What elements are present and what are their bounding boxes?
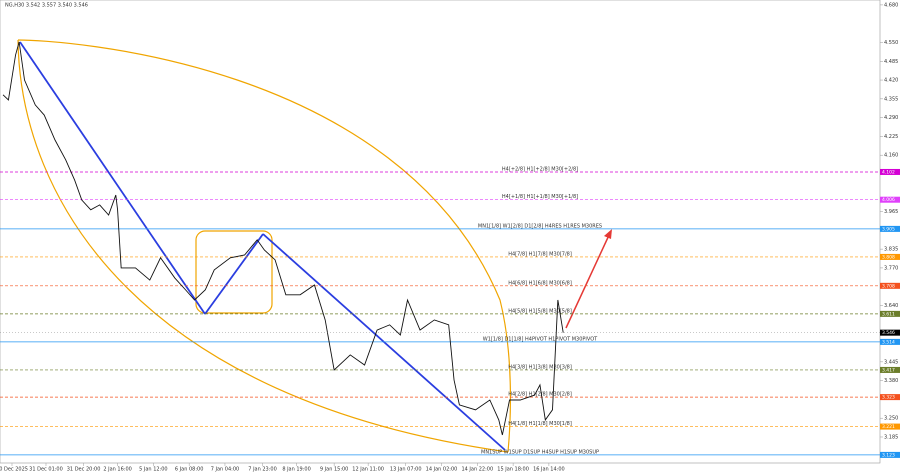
y-tick-label: 4.160 [884, 153, 898, 159]
arc [17, 39, 509, 453]
arrow-head [604, 229, 612, 239]
y-tick-label: 4.420 [884, 78, 898, 84]
level-badge [880, 423, 900, 430]
level-label: W1[1/8] D1[1/8] H4PIVOT H1PIVOT M30PIVOT [483, 336, 598, 342]
level-badge [880, 225, 900, 232]
level-value: 3.514 [882, 339, 895, 345]
level-label: H4[3/8] H1[3/8] M30[3/8] [508, 364, 572, 370]
level-label: MN1[1/8] W1[2/8] D1[2/8] H4RES H1RES M30… [478, 223, 602, 229]
plot-frame [0, 0, 881, 464]
level-badge [880, 451, 900, 458]
level-badge [880, 196, 900, 203]
chart-title: NG,H30 3.542 3.557 3.540 3.546 [5, 3, 88, 9]
box [195, 230, 273, 314]
level-value: 3.611 [882, 311, 895, 317]
y-tick-label: 4.225 [884, 134, 898, 140]
level-label: H4[5/8] H1[5/8] M30[5/8] [508, 308, 572, 314]
level-badge [880, 366, 900, 373]
level-value: 3.323 [882, 395, 895, 401]
x-tick-label: 7 Jan 23:00 [248, 467, 276, 473]
level-label: H4[6/8] H1[6/8] M30[6/8] [508, 280, 572, 286]
x-tick-label: 13 Jan 07:00 [390, 467, 422, 473]
trendline [19, 41, 206, 315]
x-tick-label: 31 Dec 20:00 [67, 467, 101, 473]
x-tick-label: 16 Jan 14:00 [533, 467, 565, 473]
y-tick-label: 3.380 [884, 378, 898, 384]
y-tick-label: 3.640 [884, 303, 898, 309]
level-value: 3.808 [882, 254, 895, 260]
level-label: H4[+1/8] H1[+1/8] M30[+1/8] [502, 194, 578, 200]
y-tick-label: 4.355 [884, 96, 898, 102]
level-badge [880, 310, 900, 317]
level-label: H4[+2/8] H1[+2/8] M30[+2/8] [502, 166, 578, 172]
current-price-value: 3.546 [882, 330, 895, 336]
x-tick-label: 8 Jan 19:00 [282, 467, 310, 473]
level-value: 3.417 [882, 367, 895, 373]
arc [17, 39, 512, 453]
level-value: 3.123 [882, 452, 895, 458]
x-tick-label: 31 Dec 01:00 [29, 467, 63, 473]
level-label: H4[2/8] H1[2/8] M30[2/8] [508, 392, 572, 398]
x-tick-label: 30 Dec 2025 [0, 467, 28, 473]
y-tick-label: 3.250 [884, 416, 898, 422]
y-tick-label: 4.290 [884, 115, 898, 121]
trendline [204, 233, 264, 315]
x-tick-label: 2 Jan 16:00 [103, 467, 131, 473]
level-label: H4[1/8] H1[1/8] M30[1/8] [508, 421, 572, 427]
x-tick-label: 12 Jan 11:00 [352, 467, 384, 473]
level-value: 3.708 [882, 283, 895, 289]
x-tick-label: 5 Jan 12:00 [139, 467, 167, 473]
y-tick-label: 4.485 [884, 59, 898, 65]
x-tick-label: 7 Jan 04:00 [211, 467, 239, 473]
level-value: 4.102 [882, 169, 895, 175]
level-value: 4.006 [882, 197, 895, 203]
level-label: H4[7/8] H1[7/8] M30[7/8] [508, 251, 572, 257]
price-line [2, 41, 564, 436]
level-badge [880, 282, 900, 289]
x-tick-label: 14 Jan 02:00 [426, 467, 458, 473]
level-value: 3.221 [882, 424, 895, 430]
y-tick-label: 4.680 [884, 2, 898, 8]
y-tick-label: 3.185 [884, 434, 898, 440]
x-tick-label: 6 Jan 08:00 [175, 467, 203, 473]
y-tick-label: 3.835 [884, 247, 898, 253]
arrow [565, 232, 611, 329]
level-badge [880, 394, 900, 401]
level-badge [880, 253, 900, 260]
current-price-badge [880, 329, 900, 336]
level-badge [880, 168, 900, 175]
y-tick-label: 3.965 [884, 209, 898, 215]
level-badge [880, 338, 900, 345]
x-tick-label: 14 Jan 22:00 [461, 467, 493, 473]
y-tick-label: 3.770 [884, 265, 898, 271]
x-tick-label: 9 Jan 15:00 [320, 467, 348, 473]
y-tick-label: 3.445 [884, 359, 898, 365]
level-label: MN1SUP W1SUP D1SUP H4SUP H1SUP M30SUP [481, 449, 599, 455]
level-value: 3.905 [882, 226, 895, 232]
y-tick-label: 4.550 [884, 40, 898, 46]
x-tick-label: 15 Jan 18:00 [497, 467, 529, 473]
